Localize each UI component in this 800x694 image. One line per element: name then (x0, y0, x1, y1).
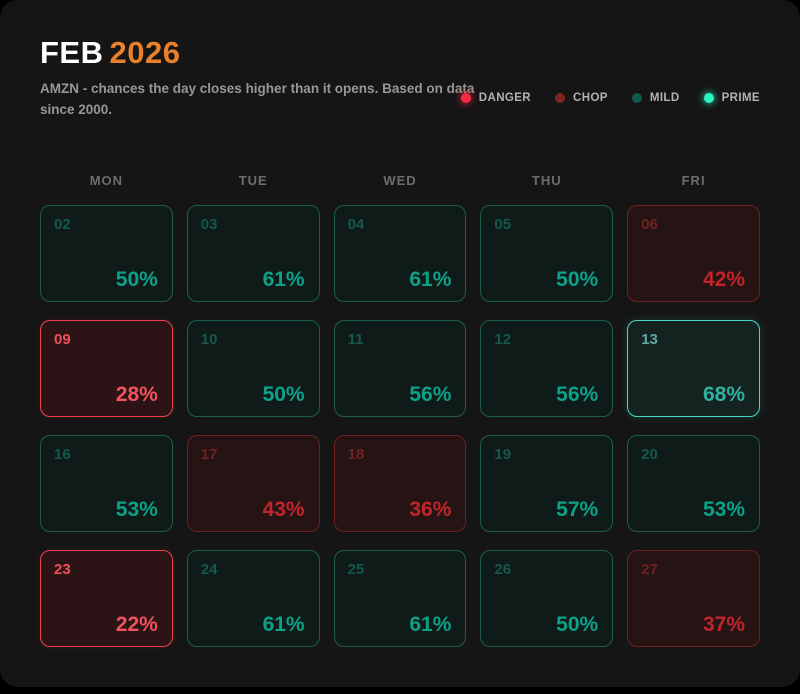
probability-value: 28% (115, 382, 158, 406)
probability-value: 61% (409, 267, 452, 291)
probability-value: 50% (556, 612, 599, 636)
day-cell-13[interactable]: 13 68% (627, 319, 760, 417)
weekday-header-mon: MON (89, 172, 124, 188)
day-number: 27 (641, 560, 658, 578)
legend-item-chop: CHOP (555, 92, 608, 104)
legend-label: DANGER (478, 92, 532, 104)
danger-dot-icon (460, 93, 471, 103)
day-number: 02 (54, 215, 71, 233)
day-number: 17 (200, 445, 218, 463)
probability-value: 36% (409, 497, 452, 521)
prime-dot-icon (703, 93, 714, 103)
day-number: 11 (347, 330, 364, 348)
day-cell-02[interactable]: 02 50% (40, 204, 173, 302)
day-cell-03[interactable]: 03 61% (186, 204, 320, 302)
weekday-header-fri: FRI (681, 172, 706, 188)
probability-value: 61% (262, 612, 305, 636)
probability-value: 50% (262, 382, 305, 406)
day-number: 16 (54, 445, 71, 463)
weekday-header-tue: TUE (238, 172, 268, 188)
day-number: 10 (200, 330, 218, 348)
weekday-header-thu: THU (531, 172, 562, 188)
probability-value: 50% (556, 267, 599, 291)
day-cell-06[interactable]: 06 42% (627, 204, 760, 302)
day-number: 13 (641, 330, 658, 348)
probability-value: 22% (115, 612, 158, 636)
day-number: 26 (494, 560, 512, 578)
legend-label: MILD (649, 92, 680, 104)
chop-dot-icon (555, 93, 566, 103)
day-cell-20[interactable]: 20 53% (627, 434, 760, 532)
day-number: 20 (641, 445, 658, 463)
probability-value: 50% (115, 267, 158, 291)
probability-value: 57% (556, 497, 599, 521)
day-cell-18[interactable]: 18 36% (333, 434, 467, 532)
legend-label: PRIME (721, 92, 760, 104)
day-cell-09[interactable]: 09 28% (40, 319, 173, 417)
day-cell-11[interactable]: 11 56% (333, 319, 467, 417)
title-month: FEB (40, 35, 104, 70)
mild-dot-icon (631, 93, 642, 103)
probability-value: 61% (409, 612, 452, 636)
day-cell-27[interactable]: 27 37% (627, 549, 760, 647)
calendar-grid: 02 50% 03 61% 04 61% 05 50% 06 42% 09 28% 10 50% 11 56%… (40, 204, 760, 647)
legend-item-danger: DANGER (460, 92, 532, 104)
day-number: 06 (641, 215, 658, 233)
probability-value: 53% (702, 497, 745, 521)
day-cell-25[interactable]: 25 61% (333, 549, 467, 647)
day-cell-17[interactable]: 17 43% (186, 434, 320, 532)
subtitle: AMZN - chances the day closes higher tha… (40, 81, 475, 118)
legend: DANGER CHOP MILD PRIME (460, 92, 760, 104)
header: FEB 2026 AMZN - chances the day closes hi… (0, 0, 800, 121)
probability-value: 68% (702, 382, 745, 406)
day-number: 25 (347, 560, 365, 578)
day-cell-10[interactable]: 10 50% (186, 319, 320, 417)
weekday-header-wed: WED (383, 172, 417, 188)
day-cell-26[interactable]: 26 50% (480, 549, 614, 647)
day-number: 23 (54, 560, 71, 578)
probability-value: 56% (409, 382, 452, 406)
legend-item-prime: PRIME (703, 92, 760, 104)
day-number: 09 (54, 330, 71, 348)
day-cell-19[interactable]: 19 57% (480, 434, 614, 532)
probability-value: 61% (262, 267, 305, 291)
probability-value: 42% (702, 267, 745, 291)
day-number: 03 (200, 215, 218, 233)
day-number: 05 (494, 215, 512, 233)
day-cell-23[interactable]: 23 22% (40, 549, 173, 647)
probability-value: 43% (262, 497, 305, 521)
day-number: 18 (347, 445, 365, 463)
probability-value: 56% (556, 382, 599, 406)
weekday-row: MON TUE WED THU FRI (40, 173, 760, 188)
day-cell-16[interactable]: 16 53% (40, 434, 173, 532)
day-number: 04 (347, 215, 365, 233)
day-cell-04[interactable]: 04 61% (333, 204, 467, 302)
legend-item-mild: MILD (631, 92, 680, 104)
day-number: 19 (494, 445, 512, 463)
page-title: FEB 2026 (40, 35, 760, 70)
title-year: 2026 (109, 35, 181, 70)
day-cell-12[interactable]: 12 56% (480, 319, 614, 417)
day-number: 24 (200, 560, 218, 578)
probability-value: 53% (115, 497, 158, 521)
legend-label: CHOP (573, 92, 608, 104)
day-number: 12 (494, 330, 512, 348)
day-cell-24[interactable]: 24 61% (186, 549, 320, 647)
probability-value: 37% (702, 612, 745, 636)
day-cell-05[interactable]: 05 50% (480, 204, 614, 302)
